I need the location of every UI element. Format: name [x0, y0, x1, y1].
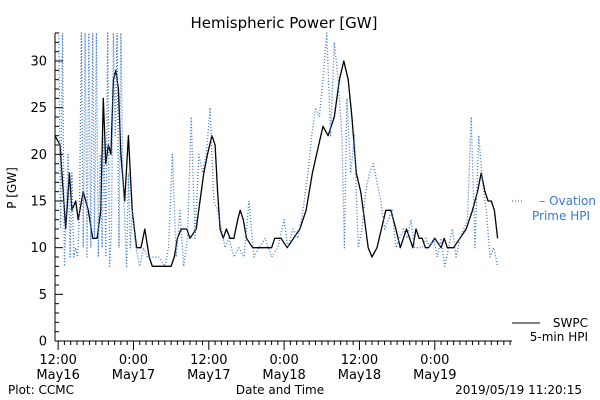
y-tick-label: 10	[30, 241, 47, 256]
x-tick-date-label: May19	[413, 368, 456, 383]
y-tick-label: 0	[39, 335, 47, 350]
x-tick-date-label: May16	[36, 368, 79, 383]
plot-credit: Plot: CCMC	[8, 383, 74, 397]
legend-ovation-label-2: Prime HPI	[532, 209, 590, 223]
chart-title: Hemispheric Power [GW]	[191, 14, 378, 32]
plot-timestamp: 2019/05/19 11:20:15	[455, 383, 582, 397]
x-tick-time-label: 0:00	[270, 353, 299, 368]
y-tick-label: 5	[39, 288, 47, 303]
x-tick-date-label: May18	[262, 368, 305, 383]
x-tick-date-label: May17	[187, 368, 230, 383]
x-axis-label: Date and Time	[236, 383, 324, 397]
y-tick-label: 30	[30, 55, 47, 70]
x-tick-time-label: 12:00	[341, 353, 378, 368]
series-layer	[54, 32, 499, 267]
legend-swpc-label: SWPC	[553, 316, 588, 330]
x-tick-date-label: May17	[112, 368, 155, 383]
y-axis-label: P [GW]	[5, 167, 19, 209]
x-tick-time-label: 12:00	[190, 353, 227, 368]
x-tick-time-label: 12:00	[39, 353, 76, 368]
y-tick-label: 25	[30, 101, 47, 116]
x-tick-time-label: 0:00	[119, 353, 148, 368]
y-tick-label: 15	[30, 195, 47, 210]
legend-swpc-label-2: 5-min HPI	[530, 330, 588, 344]
legend-ovation-label: – Ovation	[539, 194, 596, 208]
y-tick-label: 20	[30, 148, 47, 163]
axes-layer: 05101520253012:00May160:00May1712:00May1…	[30, 32, 512, 383]
swpc-series-line	[54, 60, 499, 267]
x-tick-time-label: 0:00	[420, 353, 449, 368]
x-tick-date-label: May18	[338, 368, 381, 383]
